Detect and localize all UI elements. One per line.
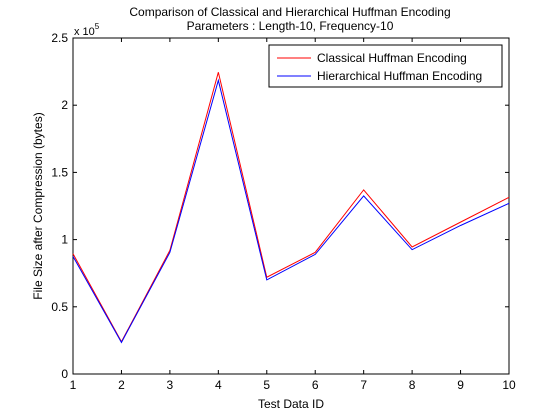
y-tick-label: 0.5: [51, 300, 68, 314]
series-line-classical: [72, 72, 510, 343]
y-axis-exponent-power: 5: [95, 22, 100, 31]
series-line-hierarchical: [72, 78, 510, 344]
y-tick-label: 1.5: [51, 165, 68, 179]
legend: Classical Huffman Encoding Hierarchical …: [268, 44, 503, 88]
x-tick-label: 9: [457, 378, 464, 392]
x-tick-label: 3: [167, 378, 174, 392]
legend-box: [268, 44, 503, 88]
x-axis-label: Test Data ID: [258, 397, 324, 411]
plot-area: [72, 37, 510, 375]
x-tick-label: 5: [263, 378, 270, 392]
legend-label-classical: Classical Huffman Encoding: [317, 51, 467, 65]
chart-title: Comparison of Classical and Hierarchical…: [129, 5, 450, 19]
x-tick-label: 10: [502, 378, 516, 392]
y-axis-label: File Size after Compression (bytes): [31, 112, 45, 299]
x-tick-label: 8: [409, 378, 416, 392]
x-tick-label: 6: [312, 378, 319, 392]
y-tick-label: 0: [61, 367, 68, 381]
y-axis-exponent-base: x 10: [74, 26, 95, 38]
x-tick-label: 7: [360, 378, 367, 392]
chart-subtitle: Parameters : Length-10, Frequency-10: [187, 19, 394, 33]
y-axis-exponent: x 105: [74, 22, 100, 38]
y-tick-label: 1: [61, 233, 68, 247]
y-tick-label: 2.5: [51, 31, 68, 45]
x-tick-label: 1: [70, 378, 77, 392]
legend-label-hierarchical: Hierarchical Huffman Encoding: [317, 69, 482, 83]
x-tick-label: 4: [215, 378, 222, 392]
x-tick-label: 2: [118, 378, 125, 392]
series-layer: [72, 72, 510, 344]
y-tick-label: 2: [61, 98, 68, 112]
x-axis-ticks: 1 2 3 4 5 6 7 8 9 10: [70, 38, 516, 392]
y-axis-ticks: 0 0.5 1 1.5 2 2.5: [51, 31, 509, 381]
